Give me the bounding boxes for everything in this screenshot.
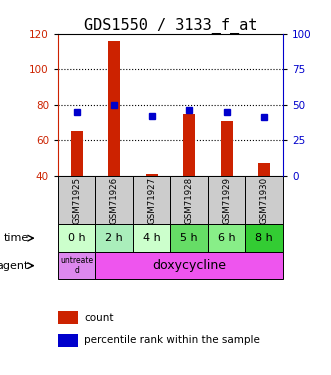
Bar	[108, 41, 120, 176]
Bar	[58, 252, 95, 279]
Bar	[246, 224, 283, 252]
Text: 5 h: 5 h	[180, 233, 198, 243]
Bar	[95, 224, 133, 252]
Bar	[95, 252, 283, 279]
Bar	[208, 176, 246, 224]
Bar	[258, 163, 270, 176]
Bar	[183, 114, 195, 176]
Bar	[170, 224, 208, 252]
Text: time: time	[3, 233, 29, 243]
Text: GSM71925: GSM71925	[72, 177, 81, 224]
Bar	[146, 174, 158, 176]
Text: agent: agent	[0, 261, 29, 271]
Bar	[221, 121, 233, 176]
Bar	[208, 224, 246, 252]
Text: 2 h: 2 h	[105, 233, 123, 243]
Text: 8 h: 8 h	[256, 233, 273, 243]
Text: untreate
d: untreate d	[60, 256, 93, 275]
Bar	[58, 224, 95, 252]
Title: GDS1550 / 3133_f_at: GDS1550 / 3133_f_at	[84, 18, 257, 34]
Text: 4 h: 4 h	[143, 233, 161, 243]
Text: GSM71927: GSM71927	[147, 177, 156, 224]
Bar	[95, 176, 133, 224]
Bar	[170, 176, 208, 224]
Text: GSM71930: GSM71930	[260, 177, 269, 224]
Bar	[246, 176, 283, 224]
Text: count: count	[84, 313, 114, 323]
Bar	[58, 176, 95, 224]
Text: 6 h: 6 h	[218, 233, 236, 243]
Text: GSM71926: GSM71926	[110, 177, 119, 224]
Text: doxycycline: doxycycline	[152, 259, 226, 272]
Text: GSM71929: GSM71929	[222, 177, 231, 224]
Bar	[133, 176, 170, 224]
Text: percentile rank within the sample: percentile rank within the sample	[84, 335, 260, 345]
Bar	[71, 131, 83, 176]
Text: 0 h: 0 h	[68, 233, 85, 243]
Bar	[133, 224, 170, 252]
Text: GSM71928: GSM71928	[185, 177, 194, 224]
